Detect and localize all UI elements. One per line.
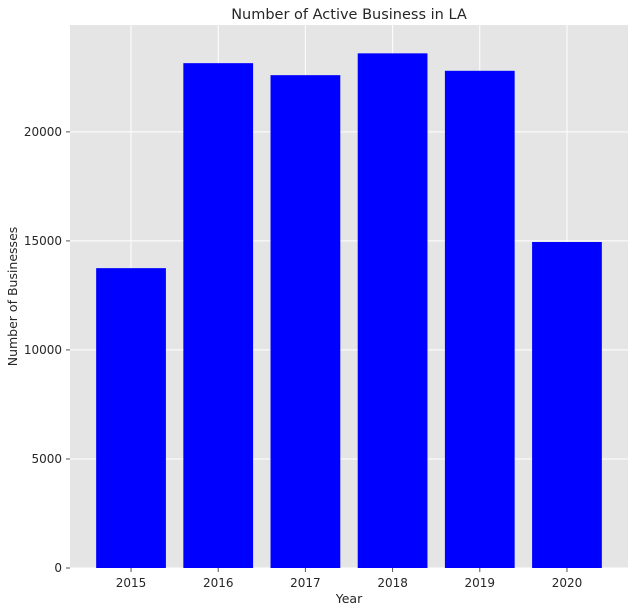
bar-2020 [532,241,602,568]
x-axis-label: Year [335,591,363,606]
y-tick-label: 10000 [24,343,62,357]
x-tick-label: 2017 [290,576,321,590]
y-axis-label: Number of Businesses [5,227,20,367]
x-axis-ticks: 2015 2016 2017 2018 2019 2020 [116,568,582,590]
y-tick-label: 20000 [24,125,62,139]
bar-2017 [270,75,341,569]
bar-2015 [96,268,166,568]
y-tick-label: 0 [54,561,62,575]
x-tick-label: 2019 [465,576,496,590]
y-tick-label: 15000 [24,234,62,248]
x-tick-label: 2016 [203,576,234,590]
y-tick-label: 5000 [31,452,62,466]
y-axis-ticks: 0 5000 10000 15000 20000 [24,125,70,575]
chart-title: Number of Active Business in LA [231,7,467,23]
x-tick-label: 2018 [377,576,408,590]
bar-2018 [357,53,428,569]
bar-2016 [183,63,254,568]
bars [96,53,602,569]
x-tick-label: 2015 [116,576,147,590]
bar-2019 [444,70,515,569]
x-tick-label: 2020 [552,576,583,590]
